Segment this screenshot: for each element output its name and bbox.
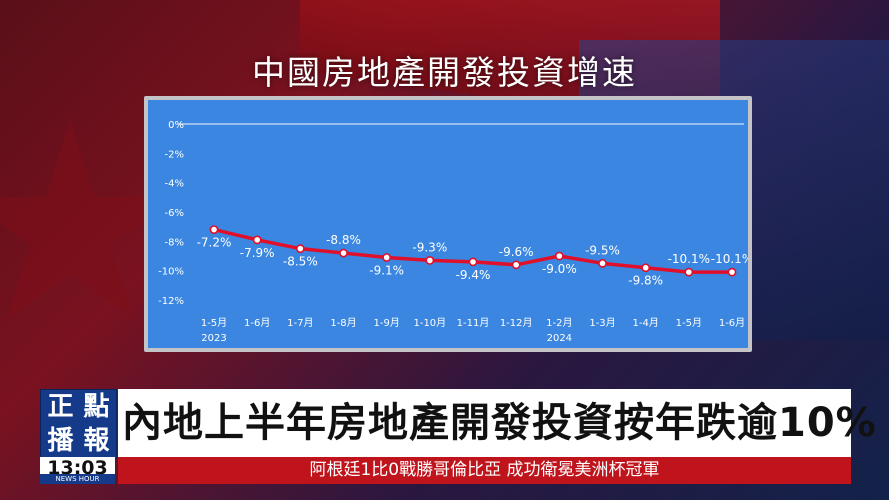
chart-frame: 0% -2% -4% -6% -8% -10% -12% -7.2% 1-5月 -7.9% 1-6月… [144,96,752,352]
data-point [727,267,737,277]
y-tick-label: -12% [158,296,184,307]
y-tick-label: -6% [165,208,184,219]
x-year-label: 2023 [201,333,226,344]
data-label: -9.5% [585,243,620,257]
y-tick-label: -8% [165,237,184,248]
logo-subtitle: NEWS HOUR [40,474,115,484]
headline-text: 內地上半年房地產開發投資按年跌逾10% [122,400,877,446]
y-tick-label: 0% [168,120,184,131]
data-point [511,260,521,270]
data-label: -7.2% [197,236,232,250]
chart-title: 中國房地產開發投資增速 [252,53,637,92]
x-tick-label: 1-3月 [589,317,615,329]
x-tick-label: 1-8月 [330,317,356,329]
data-point [425,255,435,265]
data-point [252,235,262,245]
data-label: -8.8% [326,233,361,247]
x-tick-label: 1-12月 [500,317,533,329]
x-year-label: 2024 [547,333,572,344]
line-chart: 0% -2% -4% -6% -8% -10% -12% -7.2% 1-5月 -7.9% 1-6月… [158,120,748,344]
x-tick-label: 1-5月 [676,317,702,329]
data-label: -9.8% [628,274,663,288]
logo-char: 正 [47,392,74,422]
data-point [209,225,219,235]
x-tick-label: 1-9月 [373,317,399,329]
x-tick-label: 1-4月 [632,317,658,329]
headline-bar: 內地上半年房地產開發投資按年跌逾10% [118,389,876,457]
data-label: -10.1% [668,252,710,266]
logo-char: 播 [47,426,74,456]
y-tick-label: -2% [165,149,184,160]
data-label: -9.4% [456,268,491,282]
data-point [641,263,651,273]
chart-area: 0% -2% -4% -6% -8% -10% -12% -7.2% 1-5月 -7.9% 1-6月… [148,100,748,348]
x-tick-label: 1-2月 [546,317,572,329]
news-ticker-text: 阿根廷1比0戰勝哥倫比亞 成功衛冕美洲杯冠軍 [309,460,660,480]
x-tick-label: 1-11月 [457,317,490,329]
data-label: -8.5% [283,255,318,269]
logo-char: 點 [83,392,110,422]
x-tick-label: 1-10月 [413,317,446,329]
data-label: -9.1% [369,263,404,277]
data-label: -9.6% [499,245,534,259]
x-tick-label: 1-5月 [201,317,227,329]
y-tick-label: -10% [158,267,184,278]
data-point [468,257,478,267]
data-label: -7.9% [240,246,275,260]
x-tick-label: 1-7月 [287,317,313,329]
news-ticker-bar: 阿根廷1比0戰勝哥倫比亞 成功衛冕美洲杯冠軍 [118,457,851,484]
data-point [598,258,607,268]
logo-char: 報 [83,426,110,456]
y-tick-label: -4% [165,179,184,190]
data-point [684,267,694,277]
data-label: -9.3% [412,240,447,254]
x-tick-label: 1-6月 [244,317,270,329]
data-label: -10.1% [711,252,748,266]
data-point [339,248,348,258]
data-point [554,251,564,261]
data-point [382,253,392,262]
x-tick-label: 1-6月 [719,317,745,329]
data-point [295,244,305,254]
news-hour-logo: 正 點 播 報 [40,389,117,459]
data-label: -9.0% [542,262,577,276]
